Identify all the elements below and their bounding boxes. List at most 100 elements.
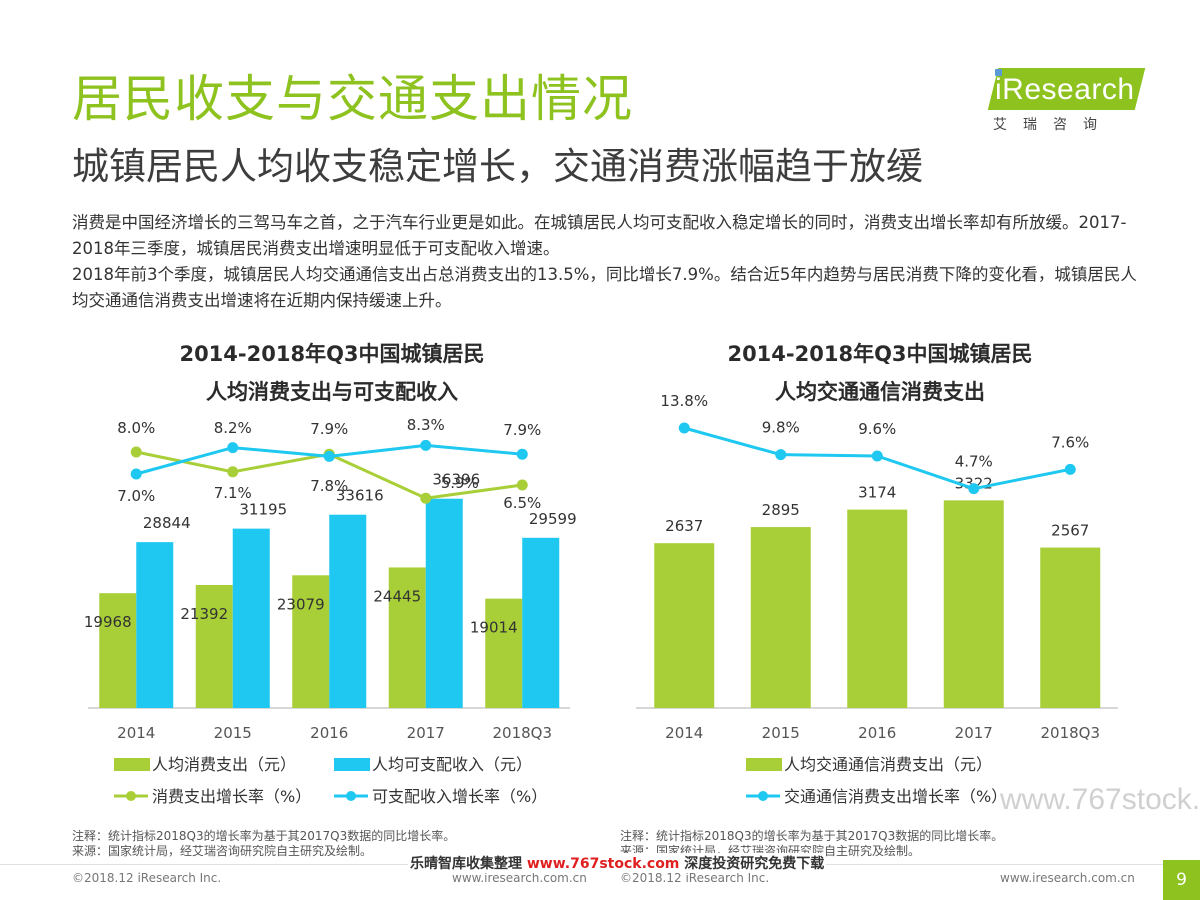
chart1-legend-label-2: 消费支出增长率（%） (152, 787, 311, 806)
chart1-line-point-1-4 (516, 448, 528, 460)
footnote-right: 注释：统计指标2018Q3的增长率为基于其2017Q3数据的同比增长率。 来源：… (620, 829, 1003, 859)
watermark-banner-after: 深度投资研究免费下载 (684, 856, 825, 872)
chart2-bar-0-4 (1040, 547, 1101, 708)
chart1-line-point-1-3 (420, 439, 432, 451)
chart1-bar-0-3 (388, 567, 426, 708)
chart1-line-label-1-0: 7.0% (117, 487, 155, 505)
chart1-legend-label-1: 人均可支配收入（元） (372, 755, 532, 774)
logo-text: iResearch (995, 73, 1135, 106)
chart2-line-point-0-2 (871, 450, 883, 462)
chart1-line-point-1-2 (323, 450, 335, 462)
copyright-left: ©2018.12 iResearch Inc. (72, 871, 222, 885)
chart1-tick-label-3: 2017 (407, 724, 445, 742)
chart1-legend-swatch-1 (334, 758, 370, 771)
chart1-bar-label-0-3: 24445 (373, 587, 421, 605)
chart1-line-label-0-1: 7.1% (214, 484, 252, 502)
chart2-tick-label-0: 2014 (665, 724, 703, 742)
chart2-line-point-0-4 (1064, 463, 1076, 475)
chart2-bar-label-0-4: 2567 (1051, 522, 1089, 540)
chart1-line-point-0-3 (420, 492, 432, 504)
footnote-right-note: 注释：统计指标2018Q3的增长率为基于其2017Q3数据的同比增长率。 (620, 829, 1004, 843)
chart1-tick-label-4: 2018Q3 (492, 724, 552, 742)
chart2-line-label-0-1: 9.8% (762, 419, 800, 437)
chart1-bar-0-0 (99, 593, 137, 708)
chart1-bar-label-0-2: 23079 (277, 595, 325, 613)
chart1-legend-swatch-0 (114, 758, 150, 771)
chart1-line-label-0-2: 7.9% (310, 420, 348, 438)
chart1-line-label-0-3: 5.9% (441, 474, 479, 492)
chart1-bar-1-3 (425, 498, 463, 708)
chart1-line-label-1-2: 7.8% (310, 477, 348, 495)
chart2-bar-0-1 (750, 527, 811, 708)
page-number: 9 (1163, 860, 1200, 900)
chart2-tick-label-4: 2018Q3 (1040, 724, 1100, 742)
paragraph-1: 消费是中国经济增长的三驾马车之首，之于汽车行业更是如此。在城镇居民人均可支配收入… (72, 213, 1127, 258)
chart1-tick-label-1: 2015 (214, 724, 252, 742)
chart1-line-point-1-0 (130, 468, 142, 480)
chart1-title: 2014-2018年Q3中国城镇居民 人均消费支出与可支配收入 (52, 335, 612, 411)
logo-dot-icon (995, 69, 1002, 76)
chart1-bar-label-1-2: 33616 (336, 487, 384, 505)
chart2-bar-0-3 (943, 500, 1004, 708)
chart2-title-line1: 2014-2018年Q3中国城镇居民 (727, 342, 1033, 366)
site-link-right[interactable]: www.iresearch.com.cn (1000, 871, 1135, 885)
chart1-bar-label-1-1: 31195 (239, 501, 287, 519)
chart2-tick-label-3: 2017 (955, 724, 993, 742)
chart1-bar-label-1-4: 29599 (529, 510, 577, 528)
chart2-tick-label-2: 2016 (858, 724, 896, 742)
chart1-line-point-0-1 (227, 466, 239, 478)
intro-text: 消费是中国经济增长的三驾马车之首，之于汽车行业更是如此。在城镇居民人均可支配收入… (72, 210, 1147, 314)
chart2-line-point-0-1 (775, 449, 787, 461)
page-subtitle: 城镇居民人均收支稳定增长，交通消费涨幅趋于放缓 (72, 145, 923, 188)
chart2-legend-marker-1 (758, 791, 768, 801)
chart1-line-point-1-1 (227, 442, 239, 454)
chart1-tick-label-0: 2014 (117, 724, 155, 742)
chart1-bar-0-1 (195, 584, 233, 708)
chart2-line-label-0-3: 4.7% (955, 453, 993, 471)
chart2-tick-label-1: 2015 (762, 724, 800, 742)
footnote-left-note: 注释：统计指标2018Q3的增长率为基于其2017Q3数据的同比增长率。 (72, 829, 456, 843)
chart1-line-label-1-4: 7.9% (503, 421, 541, 439)
footnote-left-source: 来源：国家统计局，经艾瑞咨询研究院自主研究及绘制。 (72, 844, 373, 858)
chart1-title-line2: 人均消费支出与可支配收入 (206, 380, 458, 404)
chart2-bar-0-2 (847, 509, 908, 708)
chart1-bar-1-4 (522, 537, 560, 708)
page-title: 居民收支与交通支出情况 (72, 70, 633, 128)
chart1-line-label-0-4: 6.5% (503, 494, 541, 512)
chart2-bar-0-0 (654, 543, 715, 708)
chart2-bar-label-0-1: 2895 (762, 501, 800, 519)
chart1-line-label-1-1: 8.2% (214, 419, 252, 437)
chart1-line-label-1-3: 8.3% (407, 416, 445, 434)
chart1-bar-label-0-1: 21392 (180, 605, 228, 623)
chart1-legend-marker-2 (126, 791, 136, 801)
chart1-legend-label-3: 可支配收入增长率（%） (372, 787, 547, 806)
chart1-bar-1-0 (136, 542, 174, 708)
chart2-line-label-0-4: 7.6% (1051, 433, 1089, 451)
chart2-title-line2: 人均交通通信消费支出 (775, 380, 985, 404)
copyright-right: ©2018.12 iResearch Inc. (620, 871, 770, 885)
chart1-bar-label-1-0: 28844 (143, 514, 191, 532)
chart1-legend-label-0: 人均消费支出（元） (152, 755, 296, 774)
chart2-legend-label-0: 人均交通通信消费支出（元） (784, 755, 992, 774)
chart2-legend-label-1: 交通通信消费支出增长率（%） (784, 787, 1007, 806)
chart2-legend-swatch-0 (746, 758, 782, 771)
iresearch-logo: iResearch 艾瑞咨询 (985, 64, 1146, 136)
footnote-left: 注释：统计指标2018Q3的增长率为基于其2017Q3数据的同比增长率。 来源：… (72, 829, 455, 859)
paragraph-2: 2018年前3个季度，城镇居民人均交通通信支出占总消费支出的13.5%，同比增长… (72, 265, 1137, 310)
chart1-legend-marker-3 (346, 791, 356, 801)
watermark-banner: 乐晴智库收集整理 www.767stock.com 深度投资研究免费下载 (408, 853, 827, 873)
watermark-banner-url[interactable]: www.767stock.com (526, 856, 680, 872)
chart1-line-point-0-4 (516, 479, 528, 491)
chart1-title-line1: 2014-2018年Q3中国城镇居民 (179, 342, 485, 366)
logo-cn-text: 艾瑞咨询 (993, 117, 1113, 133)
chart1-line-point-0-0 (130, 446, 142, 458)
site-link-left[interactable]: www.iresearch.com.cn (452, 871, 587, 885)
chart2-bar-label-0-2: 3174 (858, 484, 896, 502)
chart1-line-label-0-0: 8.0% (117, 419, 155, 437)
chart2-line-point-0-3 (968, 483, 980, 495)
chart2-title: 2014-2018年Q3中国城镇居民 人均交通通信消费支出 (600, 335, 1160, 411)
chart1-bar-0-4 (485, 598, 523, 708)
chart2-line-label-0-0: 13.8% (660, 392, 708, 410)
chart1-bar-0-2 (292, 575, 330, 708)
